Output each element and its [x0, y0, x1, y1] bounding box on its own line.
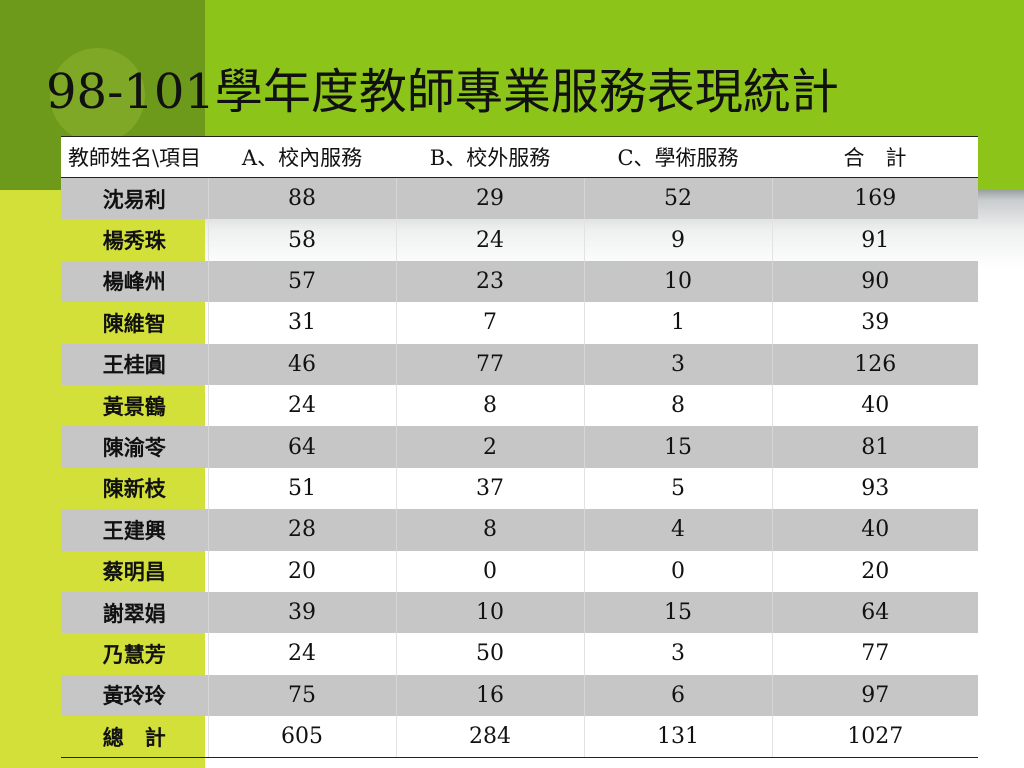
cell-name: 王桂圓: [61, 343, 209, 385]
cell-name: 陳維智: [61, 302, 209, 344]
cell-external-service: 8: [396, 384, 585, 427]
cell-external-service: 24: [396, 219, 585, 261]
cell-external-service: 23: [396, 260, 585, 303]
cell-name: 總 計: [61, 716, 209, 759]
slide-title: 98-101學年度教師專業服務表現統計: [46, 64, 839, 120]
cell-total: 91: [861, 227, 890, 253]
cell-external-service: 7: [396, 302, 585, 344]
cell-academic-service: 6: [584, 674, 773, 717]
cell-academic-service: 10: [584, 260, 773, 303]
cell-total: 90: [772, 260, 978, 303]
cell-academic-service: 9: [584, 219, 773, 261]
cell-internal-service: 24: [208, 633, 397, 675]
table-row: 謝翠娟 39 10 15 64: [61, 591, 978, 634]
table-row: 楊秀珠 58 24 9 91: [61, 219, 978, 261]
header-academic-service: C、學術服務: [584, 136, 772, 178]
cell-external-service: 8: [396, 509, 585, 551]
cell-external-service: 0: [396, 550, 585, 592]
cell-total: 39: [861, 310, 890, 336]
table-row: 王桂圓 46 77 3 126: [61, 343, 978, 385]
table-row: 黃玲玲 75 16 6 97: [61, 674, 978, 717]
cell-internal-service: 24: [208, 384, 397, 427]
cell-external-service: 37: [396, 467, 585, 510]
cell-total: 64: [772, 591, 978, 634]
table-body: 沈易利 88 29 52 169 楊秀珠 58 24 9 91 楊峰州 57 23 10 90 陳維智 31 7 1…: [61, 177, 978, 759]
cell-external-service: 2: [396, 426, 585, 468]
stats-table: 教師姓名\項目 A、校內服務 B、校外服務 C、學術服務 合 計 沈易利 88 29…: [61, 136, 978, 759]
cell-academic-service: 15: [584, 426, 773, 468]
header-internal-service: A、校內服務: [208, 136, 396, 178]
cell-internal-service: 28: [208, 509, 397, 551]
table-row: 陳維智 31 7 1 39: [61, 302, 978, 344]
cell-internal-service: 51: [208, 467, 397, 510]
cell-name: 黃景鶴: [61, 384, 209, 427]
header-total: 合 計: [772, 136, 978, 178]
cell-total: 81: [772, 426, 978, 468]
cell-total: 77: [861, 641, 890, 667]
cell-total: 93: [861, 475, 890, 501]
stats-table-container: 教師姓名\項目 A、校內服務 B、校外服務 C、學術服務 合 計 沈易利 88 29…: [61, 136, 978, 759]
cell-total: 40: [861, 393, 890, 419]
cell-total: 97: [772, 674, 978, 717]
header-name: 教師姓名\項目: [61, 136, 208, 178]
cell-academic-service: 1: [584, 302, 773, 344]
cell-internal-service: 31: [208, 302, 397, 344]
table-row: 楊峰州 57 23 10 90: [61, 260, 978, 303]
background-circle: [50, 48, 145, 143]
cell-external-service: 50: [396, 633, 585, 675]
cell-academic-service: 131: [584, 716, 773, 759]
cell-internal-service: 605: [208, 716, 397, 759]
cell-external-service: 10: [396, 591, 585, 634]
table-row: 乃慧芳 24 50 3 77: [61, 633, 978, 675]
table-row: 黃景鶴 24 8 8 40: [61, 384, 978, 427]
cell-name: 蔡明昌: [61, 550, 209, 592]
header-external-service: B、校外服務: [396, 136, 584, 178]
header-row: 教師姓名\項目 A、校內服務 B、校外服務 C、學術服務 合 計: [61, 136, 978, 178]
cell-external-service: 29: [396, 177, 585, 220]
cell-external-service: 77: [396, 343, 585, 385]
cell-internal-service: 20: [208, 550, 397, 592]
cell-internal-service: 88: [208, 177, 397, 220]
cell-name: 謝翠娟: [61, 591, 209, 634]
cell-academic-service: 8: [584, 384, 773, 427]
cell-name: 乃慧芳: [61, 633, 209, 675]
cell-total: 169: [772, 177, 978, 220]
cell-total: 126: [772, 343, 978, 385]
cell-name: 楊秀珠: [61, 219, 209, 261]
cell-name: 王建興: [61, 509, 209, 551]
table-row: 蔡明昌 20 0 0 20: [61, 550, 978, 592]
cell-total: 1027: [772, 716, 978, 759]
cell-name: 陳渝苓: [61, 426, 209, 468]
cell-name: 沈易利: [61, 177, 209, 220]
cell-internal-service: 75: [208, 674, 397, 717]
table-row: 陳渝苓 64 2 15 81: [61, 426, 978, 468]
cell-external-service: 284: [396, 716, 585, 759]
cell-internal-service: 64: [208, 426, 397, 468]
table-row: 總 計 605 284 131 1027: [61, 716, 978, 759]
cell-academic-service: 5: [584, 467, 773, 510]
cell-name: 陳新枝: [61, 467, 209, 510]
cell-internal-service: 39: [208, 591, 397, 634]
cell-internal-service: 58: [208, 219, 397, 261]
cell-academic-service: 3: [584, 343, 773, 385]
cell-name: 楊峰州: [61, 260, 209, 303]
cell-internal-service: 57: [208, 260, 397, 303]
table-header: 教師姓名\項目 A、校內服務 B、校外服務 C、學術服務 合 計: [61, 136, 978, 178]
cell-academic-service: 4: [584, 509, 773, 551]
cell-external-service: 16: [396, 674, 585, 717]
cell-academic-service: 15: [584, 591, 773, 634]
cell-name: 黃玲玲: [61, 674, 209, 717]
cell-academic-service: 3: [584, 633, 773, 675]
cell-academic-service: 0: [584, 550, 773, 592]
cell-total: 40: [772, 509, 978, 551]
table-row: 沈易利 88 29 52 169: [61, 177, 978, 220]
cell-total: 20: [861, 558, 890, 584]
cell-internal-service: 46: [208, 343, 397, 385]
cell-academic-service: 52: [584, 177, 773, 220]
table-row: 陳新枝 51 37 5 93: [61, 467, 978, 510]
table-row: 王建興 28 8 4 40: [61, 509, 978, 551]
